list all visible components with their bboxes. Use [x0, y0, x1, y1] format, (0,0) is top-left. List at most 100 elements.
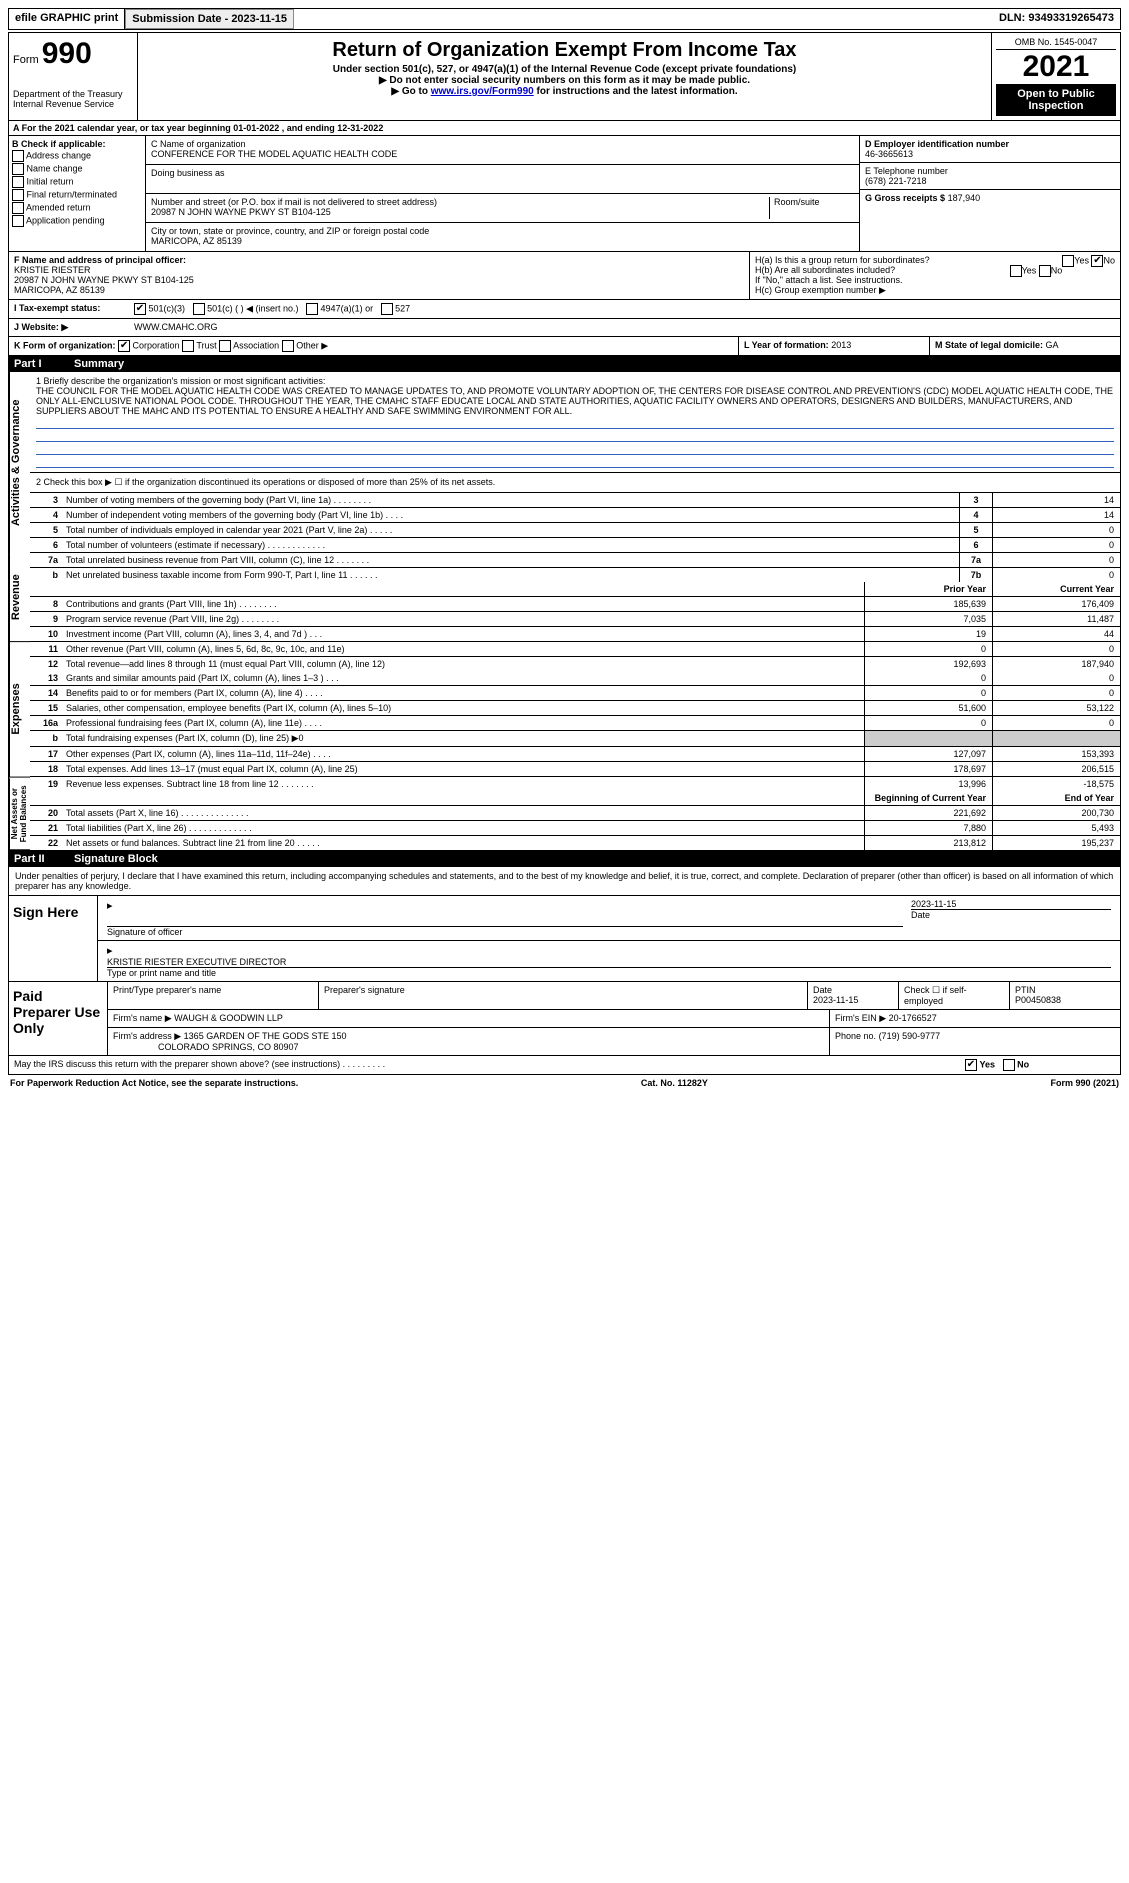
- summary-row: 4Number of independent voting members of…: [30, 508, 1120, 523]
- summary-row: 7aTotal unrelated business revenue from …: [30, 553, 1120, 568]
- final-return-checkbox[interactable]: [12, 189, 24, 201]
- row-fh: F Name and address of principal officer:…: [8, 252, 1121, 300]
- prep-date-label: Date: [813, 985, 832, 995]
- tax-status-label: I Tax-exempt status:: [14, 303, 100, 313]
- header-right: OMB No. 1545-0047 2021 Open to Public In…: [992, 33, 1120, 120]
- summary-row: 9Program service revenue (Part VIII, lin…: [30, 612, 1120, 627]
- summary-row: 11Other revenue (Part VIII, column (A), …: [30, 642, 1120, 657]
- state-domicile-value: GA: [1046, 340, 1059, 350]
- paid-preparer-label: Paid Preparer Use Only: [9, 982, 108, 1055]
- website-label: J Website: ▶: [14, 322, 68, 332]
- form-org-label: K Form of organization:: [14, 340, 116, 350]
- part2-label: Part II: [14, 853, 74, 865]
- col-current-year: Current Year: [992, 582, 1120, 596]
- summary-row: 18Total expenses. Add lines 13–17 (must …: [30, 762, 1120, 777]
- section-bcd: B Check if applicable: Address change Na…: [8, 136, 1121, 252]
- mission-text: THE COUNCIL FOR THE MODEL AQUATIC HEALTH…: [36, 386, 1114, 416]
- line2-discontinued: 2 Check this box ▶ ☐ if the organization…: [30, 473, 1120, 493]
- other-checkbox[interactable]: [282, 340, 294, 352]
- efile-label: efile GRAPHIC print: [9, 9, 125, 29]
- part1-body: Activities & Governance Revenue Expenses…: [8, 372, 1121, 851]
- form-note1: ▶ Do not enter social security numbers o…: [146, 75, 983, 86]
- application-pending-checkbox[interactable]: [12, 215, 24, 227]
- footer-form: Form 990 (2021): [1050, 1078, 1119, 1088]
- discuss-no-checkbox[interactable]: [1003, 1059, 1015, 1071]
- summary-row: 22Net assets or fund balances. Subtract …: [30, 836, 1120, 850]
- ha-yes-checkbox[interactable]: [1062, 255, 1074, 267]
- officer-label: F Name and address of principal officer:: [14, 255, 186, 265]
- row-klm: K Form of organization: Corporation Trus…: [8, 337, 1121, 356]
- form-header: Form 990 Department of the Treasury Inte…: [8, 32, 1121, 121]
- summary-row: 19Revenue less expenses. Subtract line 1…: [30, 777, 1120, 791]
- name-change-checkbox[interactable]: [12, 163, 24, 175]
- 501c3-checkbox[interactable]: [134, 303, 146, 315]
- col-b-title: B Check if applicable:: [12, 139, 106, 149]
- summary-row: 15Salaries, other compensation, employee…: [30, 701, 1120, 716]
- part1-title: Summary: [74, 358, 124, 370]
- vlabel-netassets: Net Assets or Fund Balances: [9, 778, 30, 850]
- perjury-statement: Under penalties of perjury, I declare th…: [8, 867, 1121, 896]
- firm-phone-value: (719) 590-9777: [879, 1031, 941, 1041]
- vlabel-governance: Activities & Governance: [9, 372, 30, 554]
- hb-no-checkbox[interactable]: [1039, 265, 1051, 277]
- 4947-checkbox[interactable]: [306, 303, 318, 315]
- summary-row: 6Total number of volunteers (estimate if…: [30, 538, 1120, 553]
- prep-sig-label: Preparer's signature: [319, 982, 808, 1009]
- ha-no-checkbox[interactable]: [1091, 255, 1103, 267]
- col-d-ein: D Employer identification number 46-3665…: [860, 136, 1120, 251]
- officer-addr1: 20987 N JOHN WAYNE PKWY ST B104-125: [14, 275, 194, 285]
- state-domicile-label: M State of legal domicile:: [935, 340, 1043, 350]
- year-formation-label: L Year of formation:: [744, 340, 829, 350]
- form-subtitle: Under section 501(c), 527, or 4947(a)(1)…: [146, 64, 983, 75]
- trust-checkbox[interactable]: [182, 340, 194, 352]
- dept-label: Department of the Treasury: [13, 89, 133, 99]
- corp-checkbox[interactable]: [118, 340, 130, 352]
- dba-label: Doing business as: [151, 168, 854, 178]
- 501c-checkbox[interactable]: [193, 303, 205, 315]
- part2-header: Part II Signature Block: [8, 851, 1121, 867]
- mission-block: 1 Briefly describe the organization's mi…: [30, 372, 1120, 473]
- summary-row: bTotal fundraising expenses (Part IX, co…: [30, 731, 1120, 747]
- summary-row: 17Other expenses (Part IX, column (A), l…: [30, 747, 1120, 762]
- firm-phone-label: Phone no.: [835, 1031, 876, 1041]
- org-name-label: C Name of organization: [151, 139, 854, 149]
- room-label: Room/suite: [774, 197, 854, 207]
- sig-date-label: Date: [911, 910, 1111, 920]
- form990-link[interactable]: www.irs.gov/Form990: [431, 86, 534, 97]
- part1-header: Part I Summary: [8, 356, 1121, 372]
- year-formation-value: 2013: [831, 340, 851, 350]
- sig-officer-label: Signature of officer: [107, 927, 903, 937]
- firm-name-label: Firm's name ▶: [113, 1013, 172, 1023]
- initial-return-checkbox[interactable]: [12, 176, 24, 188]
- prep-name-label: Print/Type preparer's name: [108, 982, 319, 1009]
- amended-return-checkbox[interactable]: [12, 202, 24, 214]
- paid-preparer-block: Paid Preparer Use Only Print/Type prepar…: [8, 982, 1121, 1056]
- discuss-row: May the IRS discuss this return with the…: [8, 1056, 1121, 1075]
- org-name-value: CONFERENCE FOR THE MODEL AQUATIC HEALTH …: [151, 149, 854, 159]
- prep-date-value: 2023-11-15: [813, 995, 858, 1005]
- ptin-label: PTIN: [1015, 985, 1036, 995]
- part1-label: Part I: [14, 358, 74, 370]
- city-label: City or town, state or province, country…: [151, 226, 854, 236]
- row-j-website: J Website: ▶ WWW.CMAHC.ORG: [8, 319, 1121, 337]
- 527-checkbox[interactable]: [381, 303, 393, 315]
- submission-date-button[interactable]: Submission Date - 2023-11-15: [125, 9, 294, 29]
- discuss-yes-checkbox[interactable]: [965, 1059, 977, 1071]
- header-center: Return of Organization Exempt From Incom…: [138, 33, 992, 120]
- mission-label: 1 Briefly describe the organization's mi…: [36, 376, 1114, 386]
- sign-here-block: Sign Here Signature of officer 2023-11-1…: [8, 896, 1121, 982]
- hb-label: H(b) Are all subordinates included?: [755, 265, 895, 275]
- city-value: MARICOPA, AZ 85139: [151, 236, 854, 246]
- summary-row: 13Grants and similar amounts paid (Part …: [30, 671, 1120, 686]
- address-change-checkbox[interactable]: [12, 150, 24, 162]
- open-public-badge: Open to Public Inspection: [996, 84, 1116, 116]
- hc-label: H(c) Group exemption number ▶: [755, 285, 1115, 296]
- hb-yes-checkbox[interactable]: [1010, 265, 1022, 277]
- form-title: Return of Organization Exempt From Incom…: [146, 39, 983, 62]
- summary-row: 8Contributions and grants (Part VIII, li…: [30, 597, 1120, 612]
- assoc-checkbox[interactable]: [219, 340, 231, 352]
- ptin-value: P00450838: [1015, 995, 1061, 1005]
- col-begin-year: Beginning of Current Year: [864, 791, 992, 805]
- website-value: WWW.CMAHC.ORG: [129, 319, 1120, 336]
- sig-date-value: 2023-11-15: [911, 899, 1111, 910]
